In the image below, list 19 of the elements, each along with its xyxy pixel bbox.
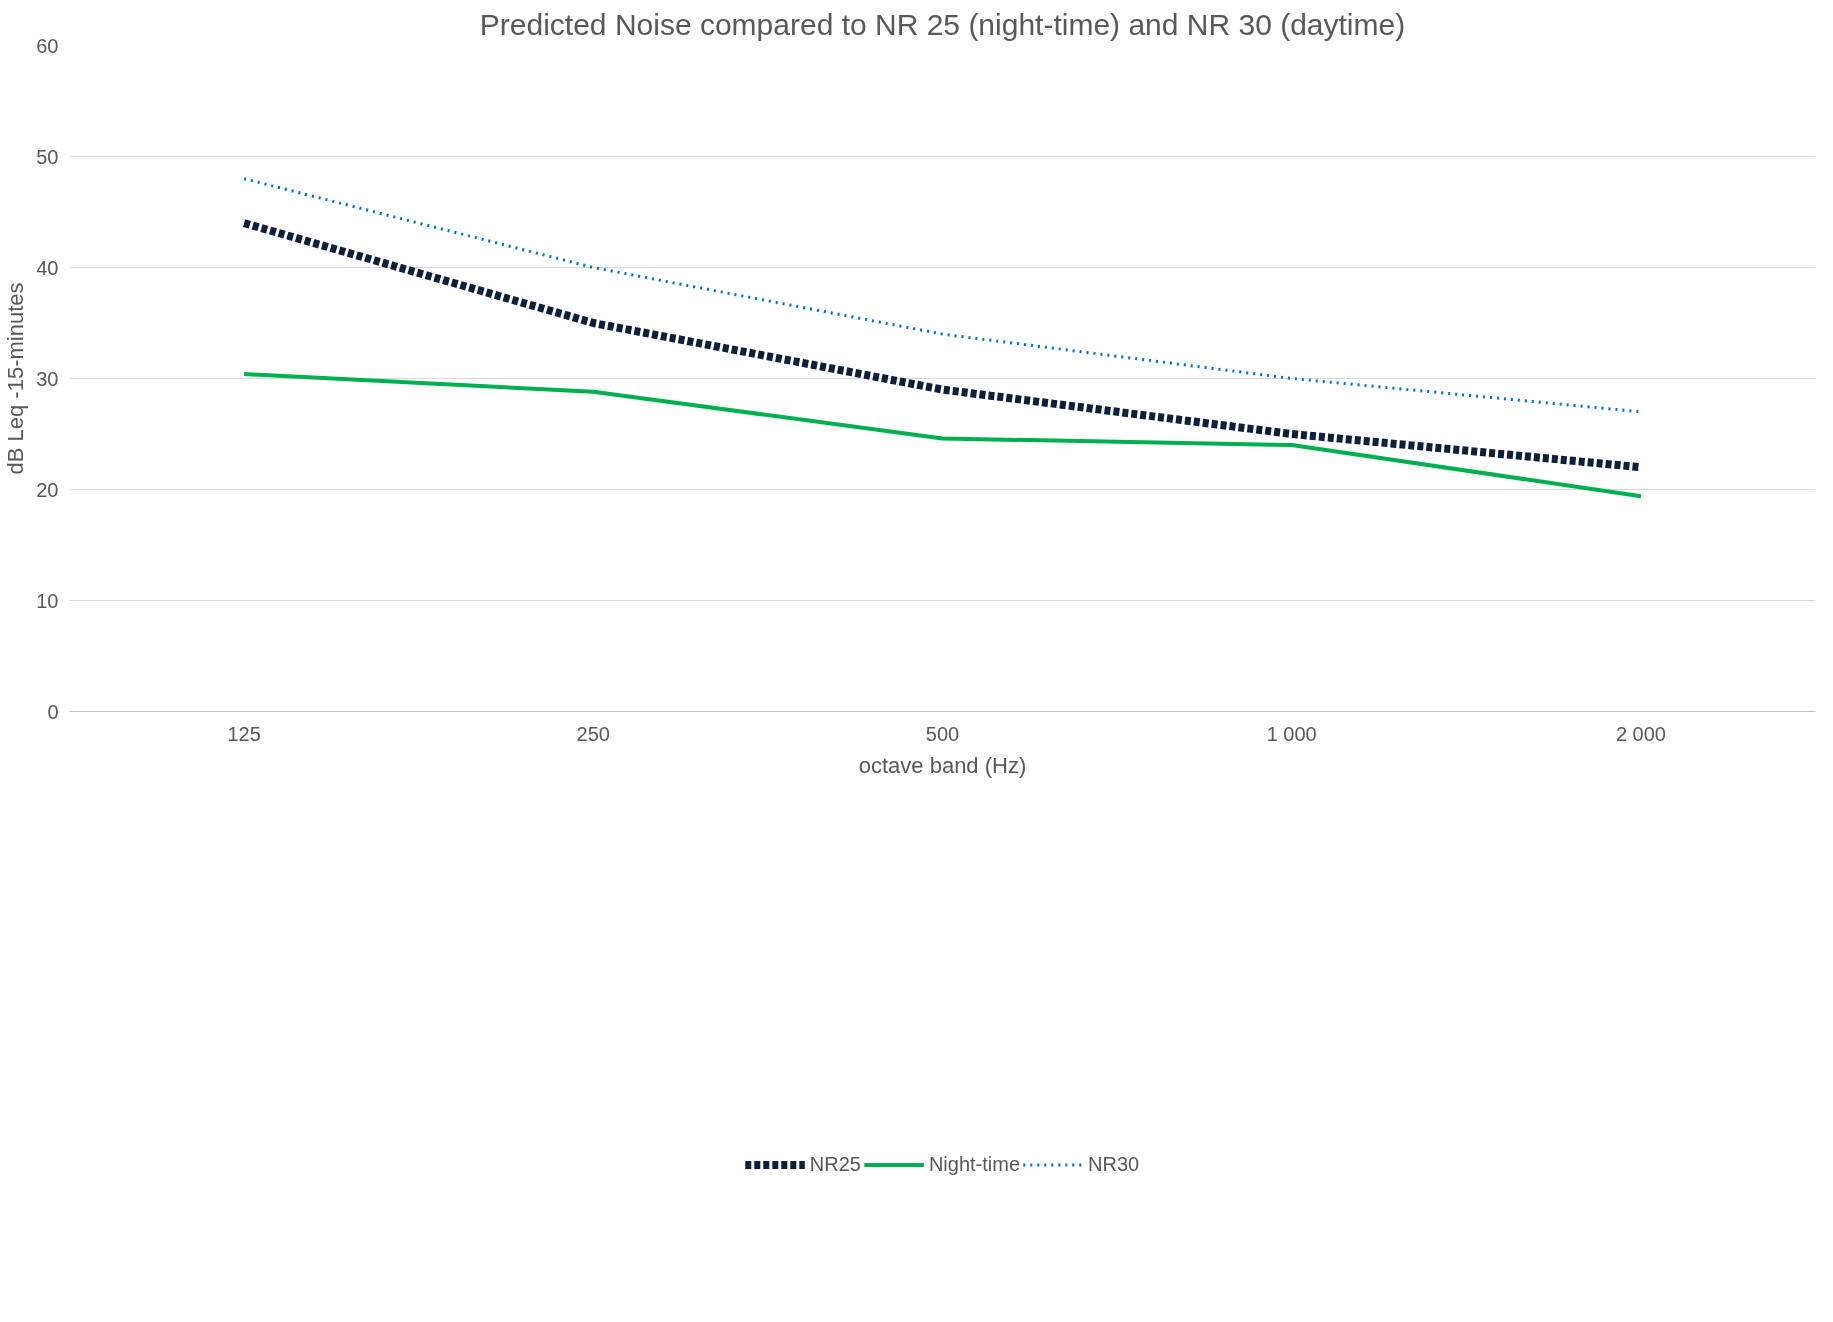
y-tick-label: 20: [36, 478, 59, 501]
chart-title: Predicted Noise compared to NR 25 (night-time) and NR 30 (daytime): [479, 7, 1406, 41]
legend-label: Night-time: [928, 1152, 1021, 1176]
y-tick-label: 30: [36, 367, 59, 390]
y-tick-label: 40: [36, 256, 59, 279]
y-tick-label: 50: [36, 145, 59, 168]
x-tick-label: 250: [576, 722, 610, 745]
x-tick-label: 125: [227, 722, 261, 745]
y-tick-label: 0: [47, 700, 59, 723]
y-tick-label: 60: [36, 34, 59, 57]
x-tick-label: 1 000: [1266, 722, 1317, 745]
legend-label: NR25: [809, 1152, 861, 1176]
x-axis-title: octave band (Hz): [858, 752, 1027, 778]
x-tick-label: 2 000: [1615, 722, 1666, 745]
legend-label: NR30: [1088, 1152, 1140, 1176]
line-series: [242, 372, 1643, 499]
x-tick-label: 500: [925, 722, 960, 745]
y-tick-label: 10: [36, 589, 59, 612]
y-axis-title: dB Leq -15-minutes: [3, 282, 29, 475]
